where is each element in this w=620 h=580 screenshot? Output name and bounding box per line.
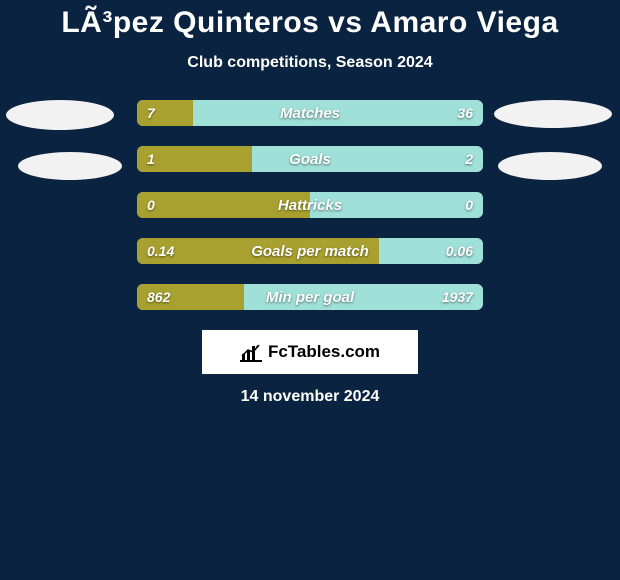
date-text: 14 november 2024: [0, 388, 620, 406]
player-oval-3: [498, 152, 602, 180]
stat-row-min-per-goal: 8621937Min per goal: [137, 284, 483, 310]
stat-label: Goals: [137, 146, 483, 172]
page-title: LÃ³pez Quinteros vs Amaro Viega: [0, 6, 620, 40]
stat-row-hattricks: 00Hattricks: [137, 192, 483, 218]
stats-area: 736Matches 12Goals 00Hattricks 0.140.06Goal…: [0, 100, 620, 310]
stat-row-goals: 12Goals: [137, 146, 483, 172]
stat-label: Hattricks: [137, 192, 483, 218]
stat-label: Goals per match: [137, 238, 483, 264]
player-oval-1: [18, 152, 122, 180]
stat-label: Min per goal: [137, 284, 483, 310]
player-oval-0: [6, 100, 114, 130]
stat-row-goals-per-match: 0.140.06Goals per match: [137, 238, 483, 264]
brand-box[interactable]: FcTables.com: [202, 330, 418, 374]
stat-label: Matches: [137, 100, 483, 126]
player-oval-2: [494, 100, 612, 128]
brand-text: FcTables.com: [268, 342, 380, 362]
subtitle: Club competitions, Season 2024: [0, 54, 620, 72]
stat-row-matches: 736Matches: [137, 100, 483, 126]
brand-chart-icon: [240, 342, 262, 362]
